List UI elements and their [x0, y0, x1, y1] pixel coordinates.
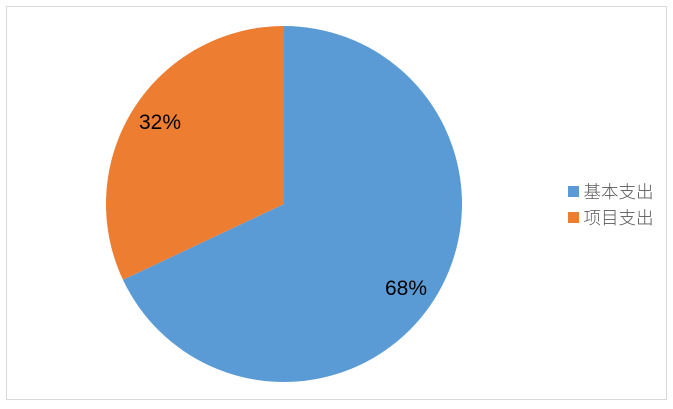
- svg-text:32%: 32%: [139, 111, 181, 134]
- svg-text:68%: 68%: [385, 277, 427, 300]
